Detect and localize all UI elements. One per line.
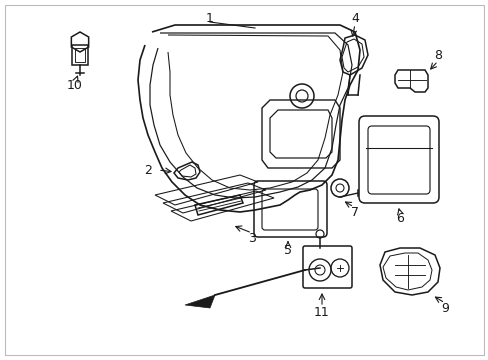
Text: 1: 1 (205, 12, 214, 24)
Text: 5: 5 (284, 243, 291, 257)
Bar (72, 45, 88, 65)
Text: 7: 7 (350, 206, 358, 219)
Text: 10: 10 (67, 78, 83, 91)
Bar (75, 48, 85, 62)
Text: 11: 11 (313, 306, 329, 319)
Text: 8: 8 (433, 49, 441, 62)
Text: 4: 4 (350, 12, 358, 24)
Text: 2: 2 (144, 163, 152, 176)
Text: 6: 6 (395, 212, 403, 225)
Polygon shape (184, 295, 215, 308)
Text: 3: 3 (247, 231, 255, 244)
Text: 9: 9 (440, 302, 448, 315)
